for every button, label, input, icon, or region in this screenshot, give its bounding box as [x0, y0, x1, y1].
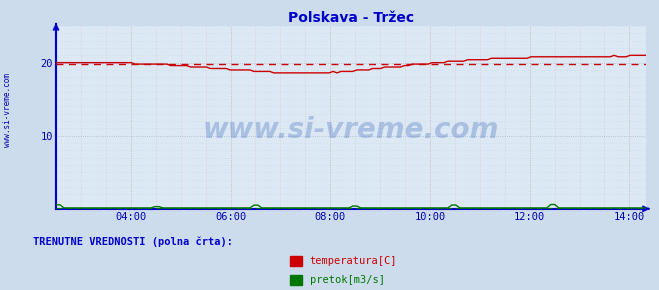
Text: temperatura[C]: temperatura[C]: [310, 256, 397, 266]
Text: www.si-vreme.com: www.si-vreme.com: [3, 73, 13, 147]
Title: Polskava - Tržec: Polskava - Tržec: [288, 11, 414, 25]
Text: www.si-vreme.com: www.si-vreme.com: [203, 116, 499, 144]
Text: TRENUTNE VREDNOSTI (polna črta):: TRENUTNE VREDNOSTI (polna črta):: [33, 237, 233, 247]
Text: pretok[m3/s]: pretok[m3/s]: [310, 275, 385, 285]
